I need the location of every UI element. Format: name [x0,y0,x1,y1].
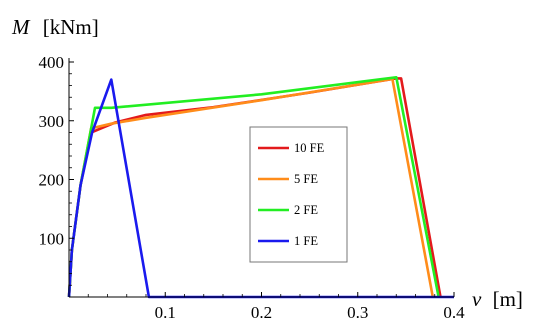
x-axis-label: v [m] [472,287,523,311]
legend-items: 10 FE 5 FE 2 FE 1 FE [258,141,325,248]
legend-label: 2 FE [294,203,318,217]
legend-label: 5 FE [294,172,318,186]
y-tick-label: 200 [39,171,65,190]
x-tick-label: 0.4 [443,303,465,322]
y-tick-label: 300 [39,112,65,131]
x-tick-label: 0.1 [155,303,176,322]
legend-box [249,126,348,263]
x-axis-symbol: v [472,287,482,311]
y-axis-unit: [kNm] [43,15,99,39]
x-axis-unit: [m] [493,287,523,311]
y-tick-label: 100 [39,229,65,248]
legend-label: 10 FE [294,141,325,155]
legend-label: 1 FE [294,234,318,248]
x-tick-label: 0.2 [251,303,272,322]
y-axis-symbol: M [11,15,31,39]
y-axis-label: M [kNm] [11,15,99,39]
legend: 10 FE 5 FE 2 FE 1 FE [249,126,348,263]
y-tick-label: 400 [39,53,65,72]
x-tick-label: 0.3 [347,303,368,322]
ticks: 0.1 0.2 0.3 0.4 100 200 300 400 [39,53,466,322]
